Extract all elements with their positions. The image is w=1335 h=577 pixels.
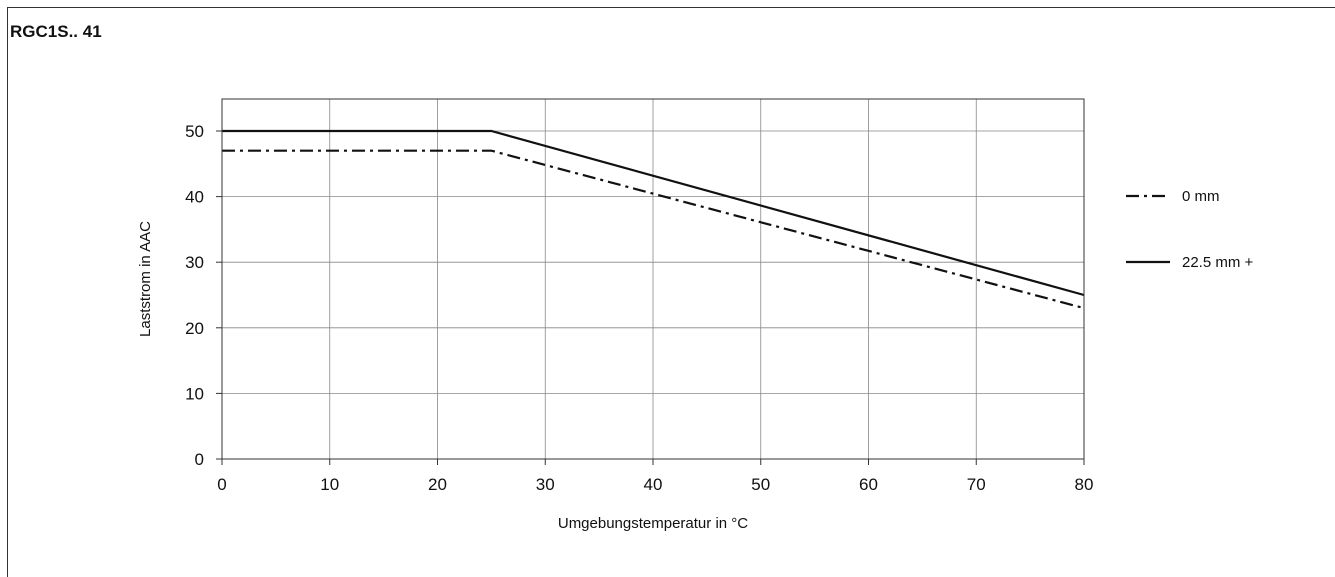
legend-label: 22.5 mm + [1182, 254, 1254, 271]
y-tick-label: 30 [185, 253, 204, 272]
x-tick-label: 50 [751, 475, 770, 494]
y-tick-label: 50 [185, 122, 204, 141]
x-tick-label: 0 [217, 475, 226, 494]
x-tick-label: 10 [320, 475, 339, 494]
x-tick-label: 40 [644, 475, 663, 494]
legend-label: 0 mm [1182, 188, 1220, 205]
x-tick-label: 30 [536, 475, 555, 494]
y-tick-label: 40 [185, 188, 204, 207]
x-axis-ticks: 0 10 20 30 40 50 60 70 80 [217, 459, 1093, 494]
grid-lines [222, 99, 1084, 459]
x-tick-label: 20 [428, 475, 447, 494]
y-tick-label: 0 [195, 450, 204, 469]
x-tick-label: 80 [1075, 475, 1094, 494]
y-axis-label: Laststrom in AAC [137, 221, 154, 337]
x-tick-label: 70 [967, 475, 986, 494]
line-chart: 0 10 20 30 40 50 60 70 80 0 10 20 30 40 50 Umgebungst… [0, 0, 1335, 563]
y-tick-label: 20 [185, 319, 204, 338]
y-axis-ticks: 0 10 20 30 40 50 [185, 122, 222, 469]
x-axis-label: Umgebungstemperatur in °C [558, 515, 748, 532]
x-tick-label: 60 [859, 475, 878, 494]
y-tick-label: 10 [185, 384, 204, 403]
legend: 0 mm 22.5 mm + [1126, 188, 1254, 271]
